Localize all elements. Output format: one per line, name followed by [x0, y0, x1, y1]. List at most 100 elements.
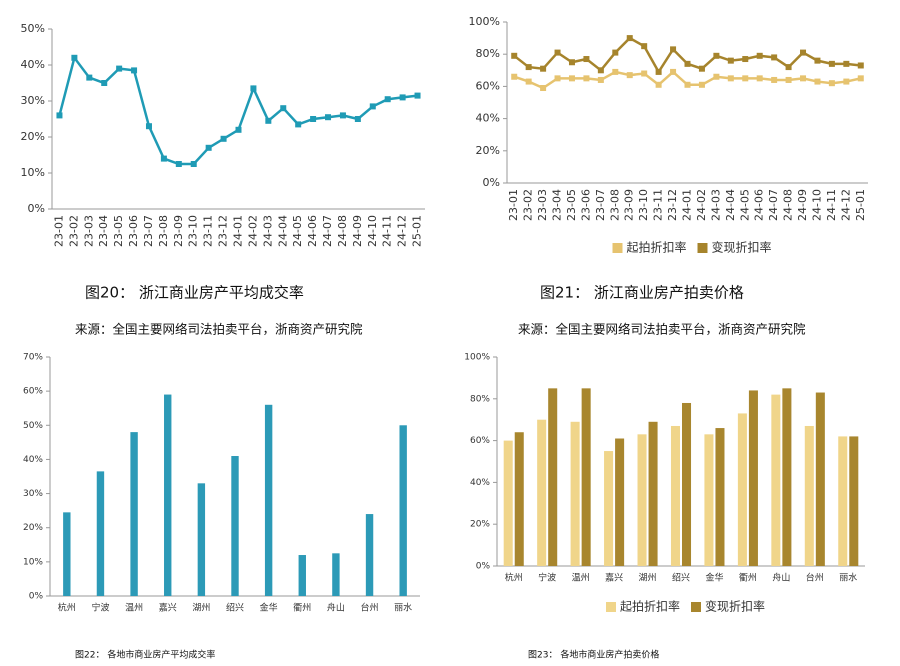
marker	[56, 112, 63, 119]
x-tick-label: 23-05	[565, 189, 578, 221]
y-tick-label: 80%	[476, 47, 500, 60]
marker	[339, 112, 346, 119]
x-tick-label: 24-07	[321, 215, 334, 247]
bar	[399, 425, 407, 596]
x-tick-label: 24-03	[709, 189, 722, 221]
marker	[525, 78, 532, 85]
x-tick-label: 23-01	[507, 189, 520, 221]
marker	[325, 114, 332, 121]
marker	[414, 92, 421, 99]
marker	[727, 57, 734, 64]
x-tick-label: 23-05	[112, 215, 125, 247]
y-tick-label: 20%	[21, 130, 45, 143]
marker	[684, 60, 691, 67]
bar	[96, 471, 105, 596]
marker	[145, 123, 152, 130]
marker	[511, 52, 518, 59]
x-tick-label: 23-10	[187, 215, 200, 247]
source: 来源：全国主要网络司法拍卖平台，浙商资产研究院	[75, 322, 363, 337]
y-tick-label: 80%	[470, 394, 490, 404]
bar	[570, 421, 580, 566]
legend-swatch	[691, 602, 701, 612]
marker	[131, 67, 138, 74]
y-tick-label: 0%	[483, 176, 500, 189]
caption: 图23： 各地市商业房产拍卖价格	[528, 649, 659, 661]
x-tick-label: 24-01	[232, 215, 245, 247]
x-tick-label: 25-01	[854, 189, 867, 221]
x-tick-label: 丽水	[394, 602, 412, 614]
marker	[785, 64, 792, 71]
x-tick-label: 24-07	[767, 189, 780, 221]
marker	[384, 96, 391, 103]
x-tick-label: 23-08	[608, 189, 621, 221]
x-tick-label: 23-02	[522, 189, 535, 221]
marker	[235, 126, 242, 133]
marker	[540, 65, 547, 72]
x-tick-label: 23-08	[157, 215, 170, 247]
bar	[748, 390, 758, 566]
legend-label: 变现折扣率	[705, 599, 765, 614]
marker	[713, 52, 720, 59]
x-tick-label: 24-01	[681, 189, 694, 221]
marker	[670, 68, 677, 75]
x-tick-label: 24-06	[753, 189, 766, 221]
bar	[782, 388, 792, 566]
bar	[838, 436, 848, 566]
marker	[800, 49, 807, 56]
x-tick-label: 嘉兴	[159, 602, 177, 614]
marker	[641, 70, 648, 77]
marker	[280, 105, 287, 112]
y-tick-label: 60%	[23, 387, 43, 397]
marker	[698, 65, 705, 72]
x-tick-label: 24-06	[306, 215, 319, 247]
x-tick-label: 24-05	[291, 215, 304, 247]
marker	[756, 75, 763, 82]
x-tick-label: 23-06	[579, 189, 592, 221]
bar	[615, 438, 625, 566]
x-tick-label: 23-04	[551, 189, 564, 221]
marker	[101, 80, 108, 86]
x-tick-label: 23-11	[652, 189, 665, 221]
x-tick-label: 23-02	[67, 215, 80, 247]
bar	[130, 432, 138, 596]
marker	[568, 75, 575, 82]
marker	[71, 54, 78, 61]
x-tick-label: 24-02	[246, 215, 259, 247]
bar	[548, 388, 558, 566]
y-tick-label: 40%	[476, 112, 500, 125]
bar	[231, 456, 239, 596]
bar	[771, 394, 781, 566]
bar	[264, 404, 273, 596]
marker	[583, 75, 590, 82]
x-tick-label: 金华	[705, 572, 723, 584]
marker	[713, 73, 720, 80]
marker	[160, 155, 167, 162]
bar	[365, 514, 374, 596]
bar	[514, 432, 524, 566]
chart: 0% 20% 40% 60% 80% 100% 杭州 宁波 温州 嘉兴 湖州 绍兴 金华 衢州 舟山 台州 丽水…	[464, 353, 865, 661]
x-tick-label: 24-09	[796, 189, 809, 221]
x-tick-label: 25-01	[411, 215, 424, 247]
x-tick-label: 23-03	[82, 215, 95, 247]
y-tick-label: 10%	[23, 557, 43, 567]
x-tick-label: 24-08	[336, 215, 349, 247]
marker	[828, 80, 835, 87]
marker	[843, 78, 850, 85]
x-tick-label: 23-07	[142, 215, 155, 247]
x-tick-label: 24-10	[810, 189, 823, 221]
x-tick-label: 衢州	[293, 602, 311, 614]
x-tick-label: 24-05	[738, 189, 751, 221]
y-tick-label: 0%	[28, 202, 45, 215]
x-tick-label: 温州	[125, 603, 143, 614]
x-tick-label: 衢州	[739, 572, 757, 584]
bar	[164, 394, 172, 596]
y-tick-label: 0%	[476, 562, 491, 572]
x-tick-label: 绍兴	[226, 602, 244, 614]
x-tick-label: 湖州	[192, 603, 210, 614]
y-tick-label: 50%	[23, 421, 43, 431]
marker	[554, 49, 561, 56]
x-tick-label: 24-10	[366, 215, 379, 247]
y-tick-label: 20%	[23, 523, 43, 533]
x-tick-label: 宁波	[91, 602, 109, 614]
